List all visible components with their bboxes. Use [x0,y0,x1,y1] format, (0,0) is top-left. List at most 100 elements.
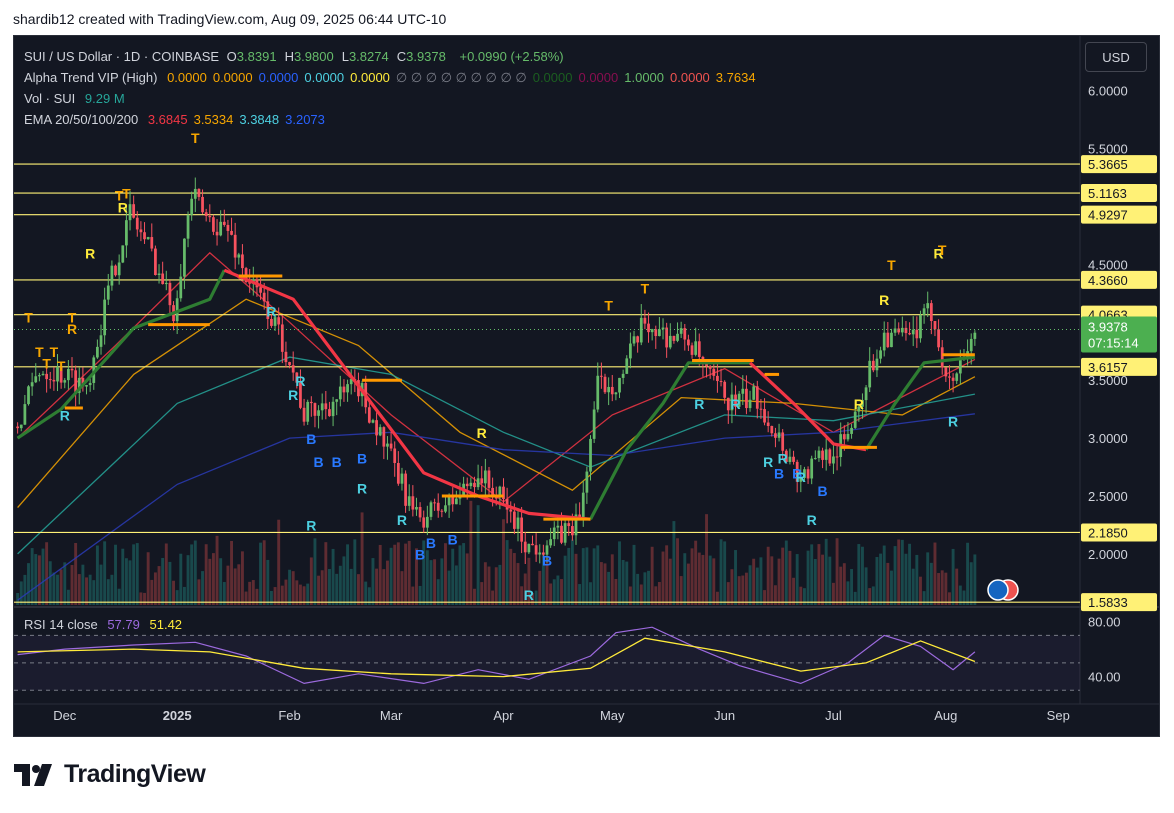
ema-label[interactable]: EMA 20/50/100/200 [24,112,139,127]
signal-label-43: R [934,246,944,262]
rsi-legend: RSI 14 close 57.79 51.42 [24,617,188,632]
candle-body [473,482,476,488]
volume-bar [690,548,694,605]
volume-bar [545,557,549,605]
volume-bar [929,562,933,605]
candle-body [516,517,520,529]
level-tag-text-3: 4.3660 [1088,273,1128,288]
candle-body [821,450,824,460]
volume-bar [150,579,154,605]
candle-body [509,509,513,512]
volume-bar [306,583,310,605]
volume-bar [654,586,658,605]
volume-bar [349,568,353,605]
candle-body [668,335,672,348]
volume-bar [828,556,832,605]
candle-body [491,487,494,498]
candle-body [201,196,204,213]
candle-body [853,411,857,428]
signal-label-40: R [854,396,864,412]
candle-body [523,541,527,553]
volume-bar [240,551,244,605]
last-price-tag[interactable] [1081,316,1157,353]
volume-bar [331,548,335,605]
candle-body [454,498,458,505]
signal-label-2: T [42,356,51,372]
currency-button[interactable]: USD [1085,42,1147,72]
volume-bar [237,564,241,605]
candle-body [487,470,491,488]
volume-bar [153,572,157,605]
signal-label-45: R [948,414,958,430]
volume-bar [792,577,796,605]
candle-body [77,377,81,393]
volume-bar [92,580,96,605]
candle-body [904,327,908,334]
volume-bar [853,591,857,605]
candle-body [958,358,962,374]
time-axis-label-7: Jul [825,708,842,723]
volume-bar [266,559,270,605]
signal-label-16: B [306,431,316,447]
candle-body [929,303,933,322]
volume-bar [404,543,408,605]
legend-volume-row: Vol · SUI 9.29 M [24,88,768,109]
signal-label-20: R [357,481,367,497]
signal-label-13: R [266,304,276,320]
volume-label[interactable]: Vol · SUI [24,91,76,106]
candle-body [103,299,107,336]
candle-body [766,422,770,427]
candle-body [114,265,117,276]
candle-body [270,318,273,326]
candle-body [850,427,853,434]
volume-bar [643,572,647,605]
volume-bar [70,565,74,605]
volume-bar [694,540,698,605]
candle-body [574,514,578,536]
volume-bar [277,519,281,605]
candle-body [150,237,154,249]
volume-bar [444,543,447,605]
ohlc-value-L: 3.8274 [348,49,389,64]
level-tag-text-2: 4.9297 [1088,208,1128,223]
candle-body [288,362,291,366]
candle-body [27,386,30,405]
volume-bar [251,580,255,605]
volume-bar [850,569,854,605]
volume-bar [106,579,110,605]
rsi-value: 57.79 [107,617,140,632]
volume-bar [831,582,835,605]
signal-label-6: R [67,321,77,337]
volume-bar [288,569,292,605]
volume-bar [810,544,814,605]
volume-bar [375,568,379,605]
candle-body [948,376,951,378]
volume-bar [114,544,117,605]
candle-body [411,496,415,510]
alpha-trend-label[interactable]: Alpha Trend VIP (High) [24,70,158,85]
volume-bar [110,574,114,605]
volume-bar [661,551,665,605]
signal-label-25: B [448,532,458,548]
rsi-label[interactable]: RSI 14 close [24,617,98,632]
volume-bar [806,550,810,605]
signal-label-35: R [778,451,788,467]
candle-body [433,502,436,504]
volume-bar [465,553,469,605]
symbol-title[interactable]: SUI / US Dollar · 1D · COINBASE [24,49,220,64]
us-flag-icon[interactable] [987,579,1009,601]
volume-bar [66,589,70,605]
volume-bar [172,580,175,605]
candle-body [88,382,92,386]
volume-bar [581,548,585,605]
volume-bar [121,548,125,605]
volume-bar [549,583,553,605]
candle-body [625,358,629,374]
volume-bar [871,586,875,605]
volume-bar [335,573,339,605]
legend-ema-row: EMA 20/50/100/200 3.6845 3.5334 3.3848 3.20… [24,109,768,130]
volume-bar [85,577,88,605]
volume-bar [19,581,23,605]
